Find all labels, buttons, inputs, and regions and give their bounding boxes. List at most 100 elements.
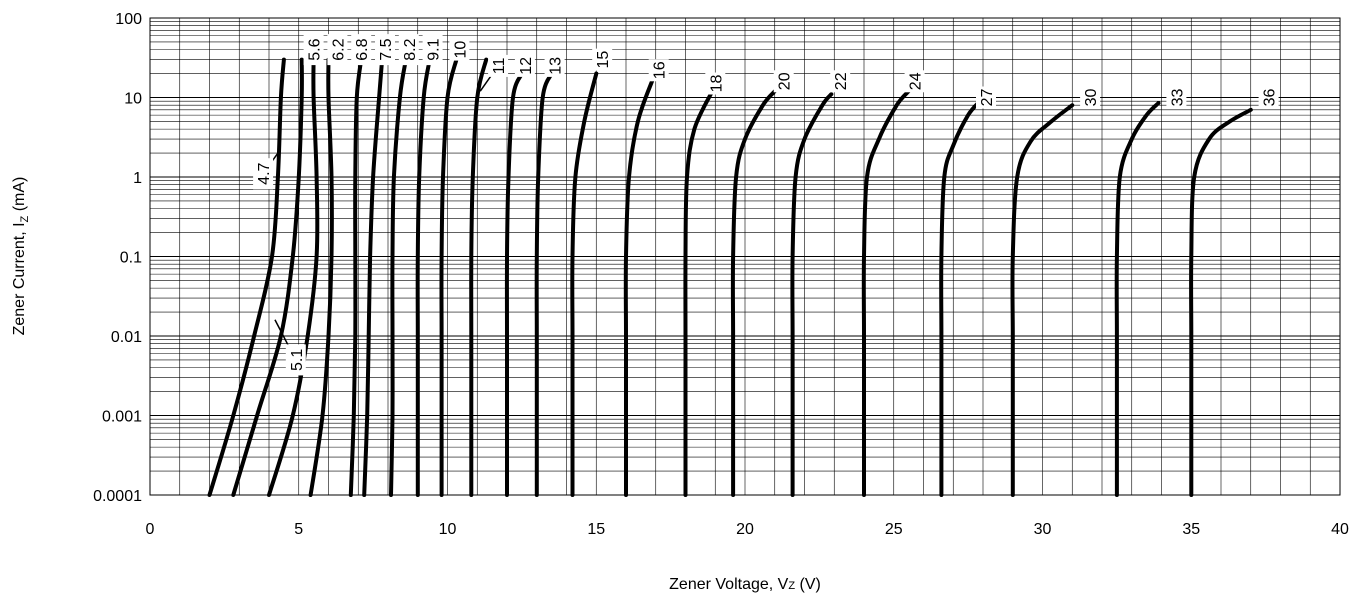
x-tick-labels: 0 5 10 15 20 25 30 35 40 [146,521,1349,538]
curve-label-bg [904,70,925,93]
curve-33 [1114,101,1161,497]
x-tick-label: 10 [439,521,457,538]
curve-label-bg [1258,86,1279,109]
x-tick-label: 15 [587,521,605,538]
curve-label-bg [285,344,306,376]
curve-label-6-8: 6.8 [351,34,372,66]
curve-label-text: 33 [1169,89,1186,107]
curve-9-1 [415,57,432,497]
curve-label-11: 11 [488,54,509,77]
curve-label-bg [773,70,794,93]
curve-15 [570,71,599,497]
curve-16 [623,77,655,497]
curve-label-bg [976,86,996,109]
curve-5-6 [267,57,320,497]
curve-20 [730,89,777,497]
curve-6-8 [348,57,364,497]
curve-4-7 [207,57,286,497]
curve-label-18: 18 [705,72,726,95]
curve-label-bg [544,54,565,77]
curve-label-text: 22 [833,72,850,90]
curve-label-bg [592,48,613,71]
curve-36 [1189,107,1253,497]
y-tick-label: 0.001 [102,409,142,426]
curve-label-text: 9.1 [426,38,443,60]
plot-frame [149,17,1341,496]
curve-label-text: 36 [1262,89,1279,107]
curve-label-bg [351,34,372,66]
curve-label-text: 11 [491,57,508,74]
curve-label-text: 12 [518,57,535,75]
curve-label-bg [253,158,274,190]
curve-8-2 [389,57,408,497]
curve-label-text: 8.2 [402,38,419,60]
curve-label-bg [398,34,419,66]
curve-18 [683,89,715,497]
curve-12 [504,71,524,497]
curve-label-8-2: 8.2 [398,34,419,66]
curve-label-text: 20 [777,72,794,90]
x-tick-label: 35 [1182,521,1200,538]
x-tick-label: 0 [146,521,155,538]
x-axis-title: Zener Voltage, VZ (V) [669,576,821,593]
curve-13 [534,71,554,497]
curve-label-5-6: 5.6 [303,34,324,66]
y-axis-title-main: Zener Current, I [11,222,28,335]
y-axis-title-sub: Z [19,215,31,222]
curve-labels: 4.7 5.1 5.6 6.2 6.8 7.5 8.2 9.1 10 11 12 13 15 16 18 20… [253,34,1279,376]
curve-label-15: 15 [592,48,613,71]
curve-22 [790,92,834,497]
curve-label-text: 5.6 [307,38,324,60]
curve-label-22: 22 [830,70,851,93]
curve-label-20: 20 [773,70,794,93]
curve-label-text: 27 [979,89,996,107]
y-tick-label: 0.0001 [93,488,142,505]
curve-label-bg [303,34,324,66]
x-tick-label: 5 [294,521,303,538]
x-axis-title-unit: (V) [795,576,821,593]
curve-27 [939,99,982,497]
curve-label-text: 10 [452,41,469,59]
curve-label-bg [705,72,726,95]
curve-label-33: 33 [1166,86,1187,109]
y-axis-title-unit: (mA) [11,177,28,216]
y-axis-title: Zener Current, IZ (mA) [11,177,31,336]
curve-label-text: 4.7 [256,162,273,184]
curve-label-bg [422,34,443,66]
curve-label-text: 5.1 [289,349,306,371]
curve-label-16: 16 [648,59,669,82]
curve-label-bg [514,54,535,77]
x-axis-title-sub: Z [788,580,795,592]
curve-label-text: 24 [908,72,925,90]
curve-label-12: 12 [514,54,535,77]
curve-label-text: 13 [548,57,565,75]
x-tick-label: 25 [885,521,903,538]
curve-label-text: 16 [652,61,669,79]
curve-label-5-1: 5.1 [285,344,306,376]
curve-label-bg [1080,86,1101,109]
curve-label-bg [1166,86,1187,109]
y-tick-label: 100 [115,11,142,28]
curve-label-36: 36 [1258,86,1279,109]
curve-label-bg [327,34,348,66]
curve-label-bg [449,38,470,61]
curve-label-4-7: 4.7 [253,158,274,190]
curve-label-bg [375,34,395,66]
curve-30 [1010,103,1075,497]
x-tick-label: 20 [736,521,754,538]
curve-7-5 [362,57,385,497]
curve-label-7-5: 7.5 [375,34,395,66]
curve-label-6-2: 6.2 [327,34,348,66]
curve-label-text: 18 [708,75,725,93]
y-tick-label: 1 [133,170,142,187]
x-tick-label: 30 [1034,521,1052,538]
y-tick-label: 0.1 [120,250,142,267]
curve-label-text: 30 [1083,89,1100,107]
curve-label-text: 15 [595,51,612,69]
curve-label-30: 30 [1080,86,1101,109]
curves [207,57,1253,497]
curve-label-9-1: 9.1 [422,34,443,66]
x-axis-title-main: Zener Voltage, V [669,576,789,593]
curve-label-text: 6.2 [330,38,347,60]
